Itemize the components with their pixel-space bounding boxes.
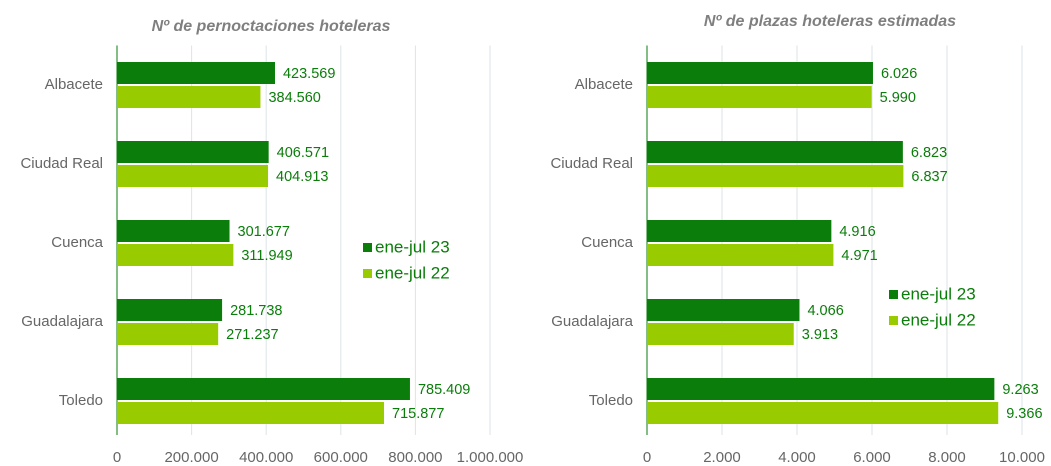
value-label: 6.837 [911,169,947,185]
x-tick-label: 6.000 [853,449,891,466]
value-label: 9.263 [1002,382,1038,398]
y-tick-label: Toledo [589,392,633,409]
chart-title: Nº de plazas hoteleras estimadas [704,13,956,30]
value-label: 384.560 [268,90,320,106]
bar [117,86,261,108]
legend-label: ene-jul 23 [375,237,450,256]
value-label: 271.237 [226,327,278,343]
value-label: 4.916 [839,224,875,240]
value-label: 4.971 [841,248,877,264]
bar [117,323,219,345]
value-label: 715.877 [392,406,444,422]
bar [647,402,999,424]
value-label: 404.913 [276,169,328,185]
value-label: 301.677 [238,224,290,240]
value-label: 423.569 [283,66,335,82]
legend-label: ene-jul 22 [375,263,450,282]
legend-swatch [363,269,372,278]
bar [117,244,234,266]
bar [117,299,223,321]
bar [647,378,995,400]
value-label: 3.913 [802,327,838,343]
x-tick-label: 0 [643,449,651,466]
x-tick-label: 8.000 [928,449,966,466]
y-tick-label: Guadalajara [21,313,103,330]
y-tick-label: Guadalajara [551,313,633,330]
bar [117,220,230,242]
bar [647,86,872,108]
value-label: 6.026 [881,66,917,82]
bar [117,378,410,400]
x-tick-label: 200.000 [164,449,218,466]
value-label: 311.949 [241,248,292,264]
bar [117,141,269,163]
y-tick-label: Cuenca [581,234,633,251]
y-tick-label: Ciudad Real [550,155,633,172]
value-label: 9.366 [1006,406,1042,422]
legend-swatch [889,316,898,325]
x-tick-label: 800.000 [388,449,442,466]
value-label: 5.990 [880,90,916,106]
y-tick-label: Ciudad Real [20,155,103,172]
bar [647,299,800,321]
bar [647,141,903,163]
y-tick-label: Cuenca [51,234,103,251]
bar [647,244,834,266]
x-tick-label: 2.000 [703,449,741,466]
legend-swatch [889,290,898,299]
x-tick-label: 4.000 [778,449,816,466]
legend-label: ene-jul 22 [901,310,976,329]
x-tick-label: 1.000.000 [457,449,524,466]
value-label: 281.738 [230,303,282,319]
value-label: 406.571 [277,145,329,161]
value-label: 785.409 [418,382,470,398]
legend-swatch [363,243,372,252]
bar [647,323,794,345]
y-tick-label: Albacete [45,76,103,93]
bar [117,402,385,424]
x-tick-label: 600.000 [314,449,368,466]
x-tick-label: 0 [113,449,121,466]
legend-label: ene-jul 23 [901,284,976,303]
bar [647,62,873,84]
x-tick-label: 400.000 [239,449,293,466]
y-tick-label: Albacete [575,76,633,93]
bar [117,62,275,84]
bar [647,220,832,242]
value-label: 4.066 [807,303,843,319]
chart-title: Nº de pernoctaciones hoteleras [152,18,391,35]
bar [647,165,904,187]
y-tick-label: Toledo [59,392,103,409]
bar [117,165,269,187]
x-tick-label: 10.000 [999,449,1045,466]
value-label: 6.823 [911,145,947,161]
